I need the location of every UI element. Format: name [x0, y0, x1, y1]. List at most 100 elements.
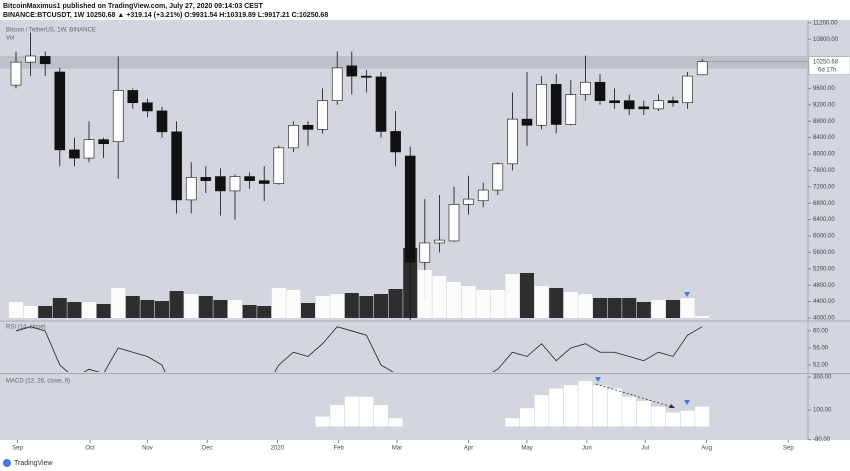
candle-body	[507, 118, 518, 165]
candle-body	[594, 81, 606, 101]
volume-bar	[622, 298, 637, 318]
y-tick-label: 9200.00	[813, 102, 835, 108]
macd-histogram-bar	[344, 396, 359, 427]
macd-histogram-bar	[520, 408, 534, 427]
candle-body	[404, 155, 416, 263]
candle-body	[653, 100, 664, 110]
volume-bar	[213, 300, 228, 318]
x-tick-label: Oct	[85, 446, 95, 452]
volume-bar	[301, 303, 315, 318]
volume-bar	[490, 290, 505, 318]
volume-bar	[344, 293, 359, 318]
volume-bar	[534, 286, 549, 318]
plot-background	[0, 20, 808, 440]
candle-body	[83, 139, 95, 159]
candle-body	[361, 75, 372, 78]
volume-bar	[359, 296, 374, 318]
volume-bar	[476, 290, 491, 318]
volume-bar	[38, 306, 53, 318]
logo-icon	[3, 459, 11, 467]
volume-bar	[315, 296, 330, 318]
candle-body	[609, 100, 620, 104]
macd-histogram-bar	[505, 418, 520, 427]
candle-body	[638, 106, 650, 110]
macd-histogram-bar	[651, 406, 666, 427]
candle-body	[331, 67, 343, 101]
candle-body	[54, 71, 66, 151]
rsi-label: RSI (14, close)	[6, 325, 46, 331]
candle-body	[244, 176, 255, 181]
candle-body	[346, 65, 358, 77]
candle-body	[696, 61, 708, 76]
volume-bar	[563, 292, 578, 318]
candle-body	[215, 176, 226, 192]
candle-body	[112, 90, 124, 142]
candle-body	[171, 131, 182, 201]
candle-body	[536, 83, 547, 126]
volume-bar	[593, 298, 607, 318]
x-tick-label: May	[521, 446, 532, 452]
divergence-arrow	[595, 383, 673, 408]
macd-histogram-bar	[680, 410, 695, 427]
volume-bar	[169, 291, 184, 318]
volume-bar	[607, 298, 622, 318]
candle-body	[302, 124, 314, 130]
y-tick-label: 8400.00	[813, 135, 835, 141]
candle-body	[229, 176, 241, 192]
candle-body	[142, 102, 153, 112]
candle-body	[258, 180, 270, 184]
volume-bar	[447, 282, 461, 318]
price-axis-background	[808, 20, 850, 440]
candle-body	[273, 147, 285, 184]
y-tick-label: 7200.00	[813, 184, 835, 190]
volume-bar	[651, 300, 666, 318]
candle-body	[185, 177, 197, 201]
macd-label: MACD (12, 26, close, 9)	[6, 379, 70, 385]
macd-histogram-bar	[578, 381, 593, 427]
volume-marker	[684, 292, 690, 297]
y-tick-label: 56.00	[813, 346, 829, 352]
y-tick-label: 4400.00	[813, 299, 835, 305]
volume-bar	[184, 294, 199, 318]
price-pane-title: Bitcoin / TetherUS, 1W, BINANCE	[6, 28, 96, 34]
x-tick-label: Apr	[464, 446, 473, 452]
candle-body	[200, 177, 212, 181]
volume-bar	[666, 300, 680, 318]
macd-histogram-bar	[549, 388, 564, 427]
last-price-label: 10250.68	[813, 59, 839, 65]
last-price-tag	[808, 56, 850, 75]
volume-bar	[228, 300, 242, 318]
candle-body	[69, 149, 80, 159]
candle-body	[390, 131, 401, 153]
candle-body	[550, 83, 562, 125]
volume-bar	[388, 289, 403, 318]
x-tick-label: Jul	[641, 446, 649, 452]
logo-text: TradingView	[14, 460, 53, 467]
y-tick-label: 5600.00	[813, 250, 835, 256]
macd-histogram-bar	[374, 405, 388, 427]
volume-bar	[198, 296, 213, 318]
volume-bar	[461, 286, 476, 318]
candle-body	[623, 100, 635, 110]
macd-histogram-bar	[666, 412, 680, 427]
rsi-line	[15, 326, 703, 372]
volume-bar	[271, 288, 286, 318]
candle-body	[10, 61, 22, 86]
y-tick-label: 8000.00	[813, 152, 835, 158]
volume-bar	[680, 298, 695, 318]
y-tick-label: 6800.00	[813, 201, 835, 207]
x-tick-label: Mar	[392, 446, 402, 452]
candle-body	[39, 56, 51, 65]
y-tick-label: 8800.00	[813, 119, 835, 125]
volume-bar	[578, 294, 593, 318]
y-tick-label: 52.00	[813, 363, 829, 369]
candle-body	[580, 81, 591, 95]
candle-body	[156, 110, 168, 133]
volume-bar	[52, 298, 67, 318]
y-tick-label: 4800.00	[813, 283, 835, 289]
volume-bar	[549, 288, 564, 318]
x-tick-label: Sep	[12, 446, 23, 452]
candle-body	[521, 118, 533, 126]
candle-body	[463, 198, 474, 205]
